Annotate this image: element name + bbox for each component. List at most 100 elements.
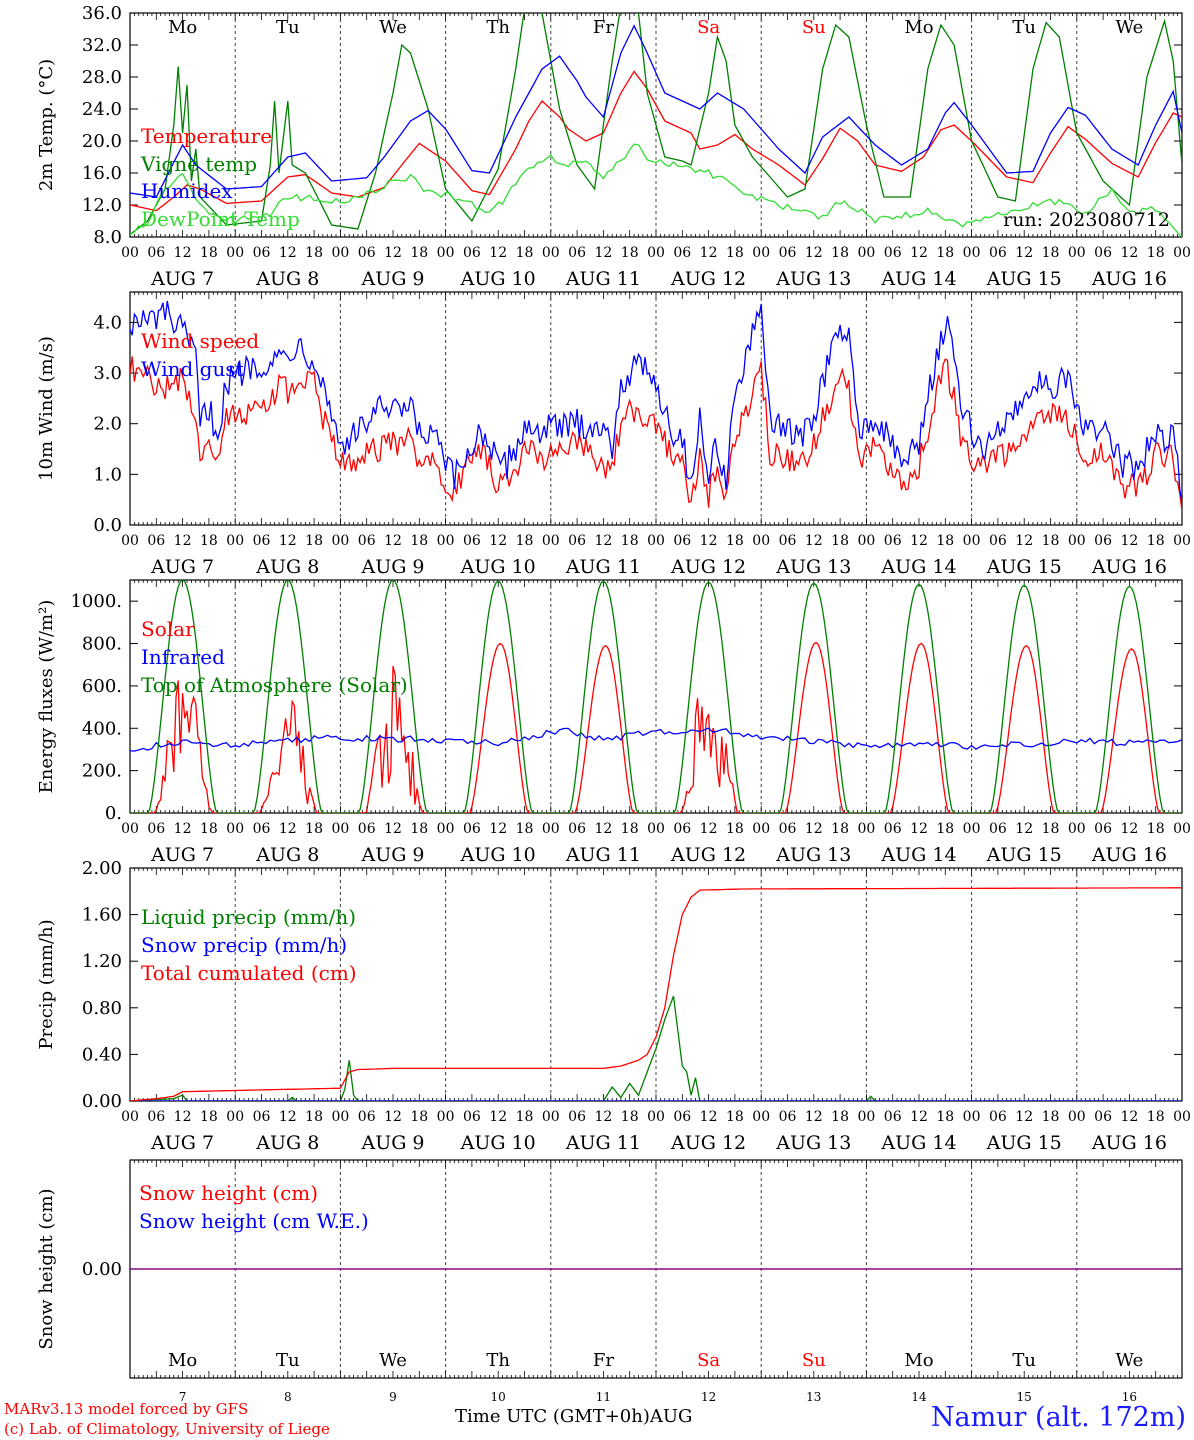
x-hour-label: 12 [594, 821, 612, 837]
x-date-label: AUG 15 [986, 1132, 1062, 1154]
x-hour-label: 12 [1015, 821, 1033, 837]
y-tick-label: 3.0 [93, 363, 122, 384]
day-of-week-label: Su [802, 1350, 826, 1371]
x-hour-label: 12 [594, 245, 612, 261]
day-of-week-label: Th [486, 17, 510, 38]
x-hour-label: 18 [726, 533, 744, 549]
x-hour-label: 12 [174, 533, 192, 549]
x-hour-label: 00 [752, 1109, 770, 1125]
series-line [130, 143, 1182, 237]
x-date-label: AUG 10 [460, 1132, 536, 1154]
day-of-week-label: Mo [168, 17, 197, 38]
y-axis-label: Precip (mm/h) [36, 919, 57, 1049]
x-date-label: 12 [701, 1390, 716, 1404]
x-date-label: AUG 11 [565, 556, 641, 578]
series-line [130, 24, 1182, 198]
x-hour-label: 00 [963, 821, 981, 837]
x-hour-label: 12 [1120, 821, 1138, 837]
x-hour-label: 12 [1015, 245, 1033, 261]
x-hour-label: 18 [410, 1109, 428, 1125]
x-date-label: AUG 15 [986, 268, 1062, 290]
x-date-label: AUG 12 [670, 844, 746, 866]
x-date-label: AUG 9 [360, 268, 424, 290]
x-hour-label: 12 [174, 1109, 192, 1125]
x-hour-label: 18 [1147, 1109, 1165, 1125]
x-hour-label: 06 [989, 1109, 1007, 1125]
x-hour-label: 00 [437, 533, 455, 549]
x-hour-label: 06 [463, 821, 481, 837]
x-hour-label: 18 [410, 533, 428, 549]
day-of-week-label: Tu [1012, 1350, 1036, 1371]
y-tick-label: 400. [82, 718, 122, 739]
x-hour-label: 18 [305, 245, 323, 261]
x-hour-label: 18 [621, 1109, 639, 1125]
series-line [130, 70, 1182, 212]
x-date-label: AUG 10 [460, 844, 536, 866]
x-hour-label: 18 [831, 245, 849, 261]
legend-entry: Solar [141, 617, 195, 641]
panel-5: 0.00 Snow height (cm) Mo 7 Tu 8 We 9 Th 10 Fr 11 Sa 1… [36, 1159, 1183, 1404]
x-hour-label: 18 [621, 245, 639, 261]
legend-entry: Liquid precip (mm/h) [141, 905, 356, 929]
x-hour-label: 12 [594, 1109, 612, 1125]
x-hour-label: 12 [279, 245, 297, 261]
x-hour-label: 00 [1068, 245, 1086, 261]
x-date-label: AUG 14 [880, 1132, 956, 1154]
x-hour-label: 06 [253, 533, 271, 549]
x-hour-label: 06 [463, 533, 481, 549]
panel-1: 8.0 12.0 16.0 20.0 24.0 28.0 32.0 36.0 2m Temp. … [36, 3, 1191, 290]
x-hour-label: 00 [963, 245, 981, 261]
series-group [130, 13, 1182, 237]
x-hour-label: 06 [463, 245, 481, 261]
x-date-label: 7 [179, 1390, 187, 1404]
x-hour-label: 12 [700, 821, 718, 837]
x-hour-label: 18 [1042, 1109, 1060, 1125]
x-date-label: AUG 12 [670, 268, 746, 290]
x-hour-label: 00 [121, 533, 139, 549]
x-hour-label: 12 [1015, 1109, 1033, 1125]
x-hour-label: 00 [226, 1109, 244, 1125]
y-tick-label: 0. [105, 803, 122, 824]
x-date-label: AUG 11 [565, 1132, 641, 1154]
x-date-label: AUG 7 [150, 844, 214, 866]
y-axis-label: 2m Temp. (°C) [36, 59, 57, 191]
x-hour-label: 00 [1068, 533, 1086, 549]
x-hour-label: 12 [174, 821, 192, 837]
x-date-label: 8 [284, 1390, 292, 1404]
y-tick-label: 2.00 [82, 858, 122, 879]
x-hour-label: 00 [437, 821, 455, 837]
x-hour-label: 00 [121, 1109, 139, 1125]
legend-entry: Top of Atmosphere (Solar) [141, 673, 408, 697]
day-of-week-label: Mo [168, 1350, 197, 1371]
x-date-label: 10 [491, 1390, 506, 1404]
x-hour-label: 06 [568, 533, 586, 549]
x-hour-label: 00 [857, 245, 875, 261]
x-hour-label: 06 [779, 245, 797, 261]
x-hour-label: 18 [1042, 245, 1060, 261]
y-axis-label: Energy fluxes (W/m²) [36, 600, 57, 794]
x-hour-label: 00 [542, 1109, 560, 1125]
day-of-week-label: Mo [904, 1350, 933, 1371]
x-date-label: AUG 11 [565, 844, 641, 866]
x-hour-label: 12 [1120, 1109, 1138, 1125]
x-hour-label: 06 [673, 821, 691, 837]
x-hour-label: 00 [331, 821, 349, 837]
legend-entry: Snow height (cm W.E.) [139, 1209, 369, 1233]
x-hour-label: 18 [1147, 533, 1165, 549]
x-hour-label: 18 [621, 533, 639, 549]
x-hour-label: 00 [1173, 1109, 1191, 1125]
x-date-label: AUG 10 [460, 268, 536, 290]
x-hour-label: 00 [857, 821, 875, 837]
y-axis-label: Snow height (cm) [36, 1188, 57, 1349]
x-hour-label: 00 [1068, 821, 1086, 837]
x-date-label: AUG 9 [360, 844, 424, 866]
x-hour-label: 06 [673, 1109, 691, 1125]
x-hour-label: 12 [489, 821, 507, 837]
x-date-label: AUG 14 [880, 268, 956, 290]
x-date-label: AUG 16 [1091, 268, 1167, 290]
x-hour-label: 18 [200, 533, 218, 549]
x-hour-label: 00 [121, 245, 139, 261]
day-of-week-label: We [379, 17, 407, 38]
x-hour-label: 18 [516, 821, 534, 837]
